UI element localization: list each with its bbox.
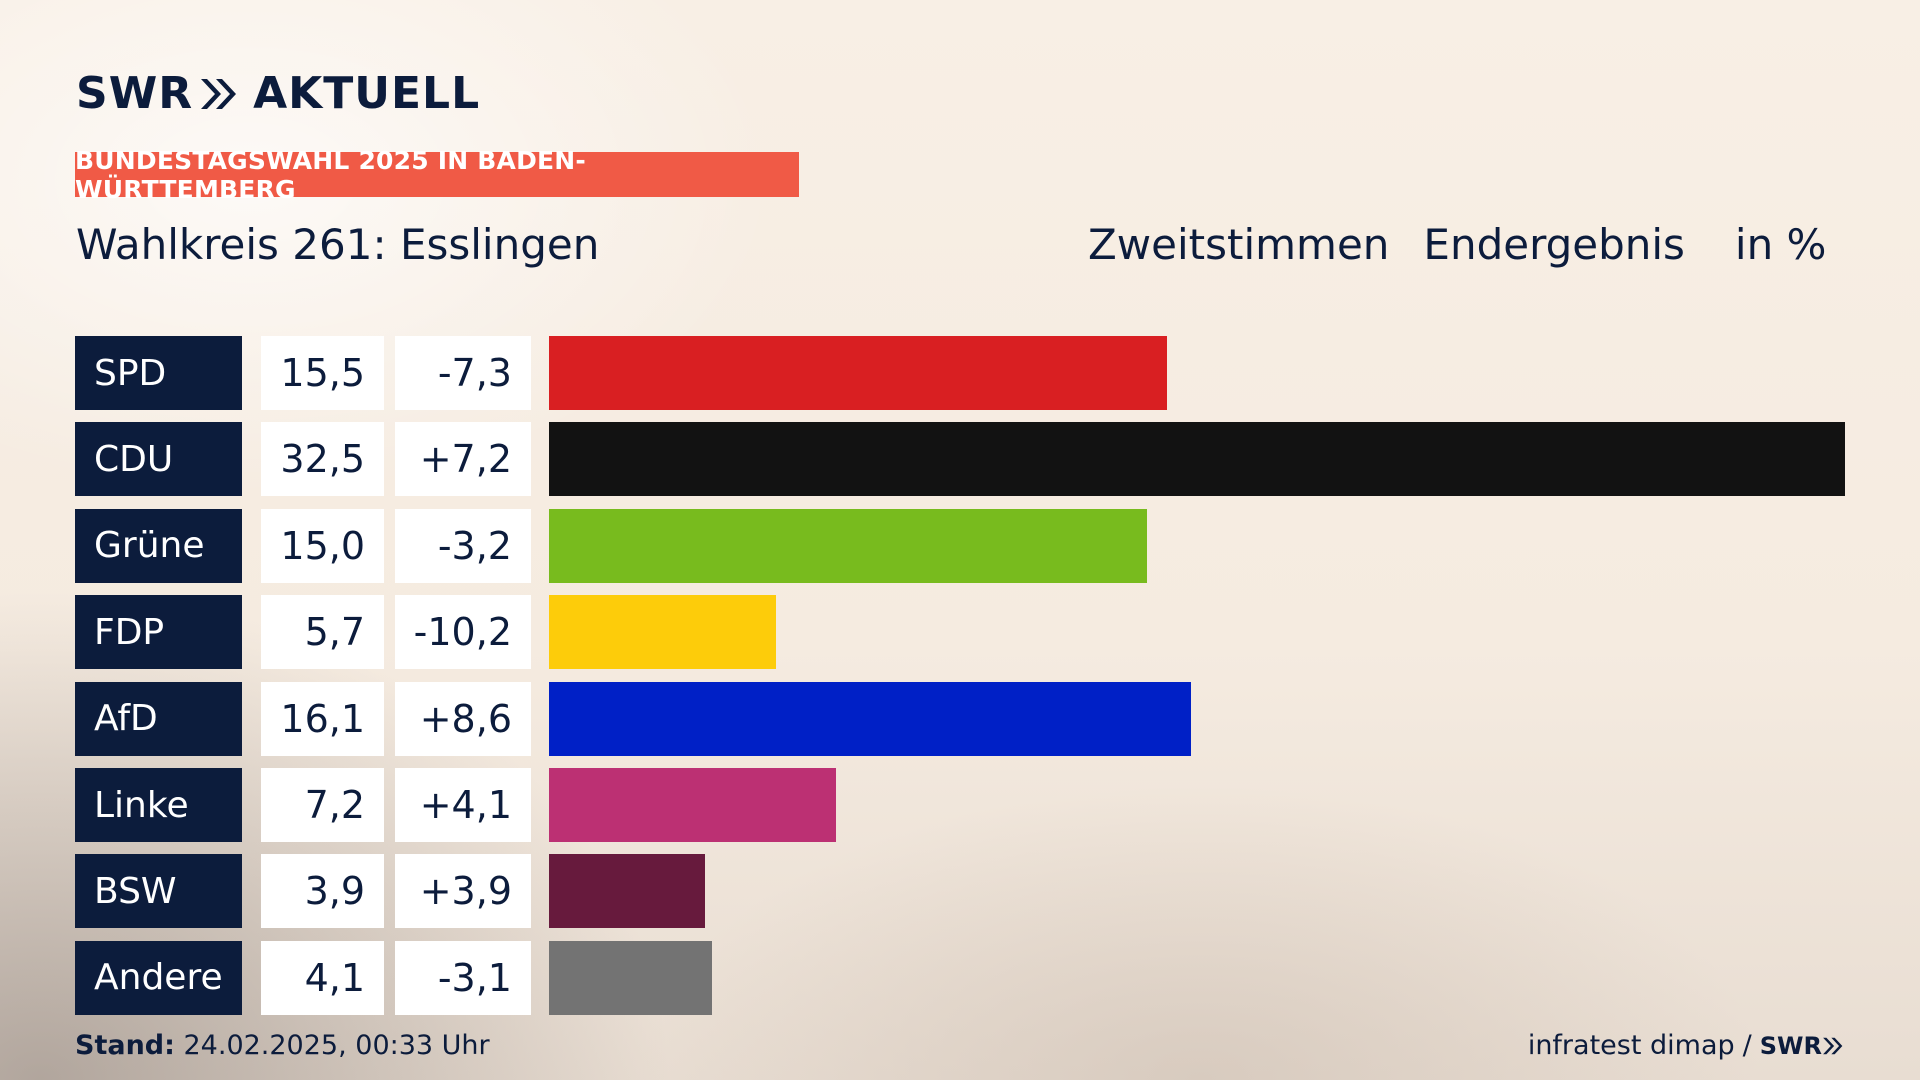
result-bar [549,768,836,842]
source-credit: infratest dimap / SWR [1528,1030,1844,1061]
election-banner: BUNDESTAGSWAHL 2025 IN BADEN-WÜRTTEMBERG [75,146,799,204]
swr-aktuell-logo: SWR AKTUELL [76,68,480,119]
result-status-label: Endergebnis [1423,220,1685,269]
vote-share-value: 3,9 [261,854,384,929]
vote-type-label: Zweitstimmen [1088,220,1390,269]
change-value: -3,2 [395,508,531,583]
vote-share-value: 15,5 [261,336,384,410]
result-bar [549,422,1845,497]
party-label: SPD [75,336,242,410]
change-value: -3,1 [395,940,531,1015]
change-value: +7,2 [395,422,531,497]
party-label: AfD [75,681,242,756]
logo-swr-text: SWR [76,68,194,119]
result-bar [549,940,712,1015]
result-bar [549,681,1191,756]
result-bar [549,336,1167,410]
change-value: +4,1 [395,768,531,842]
result-bar [549,854,705,929]
double-chevron-icon [1823,1037,1843,1054]
party-label: CDU [75,422,242,497]
change-value: -10,2 [395,595,531,670]
vote-share-value: 16,1 [261,681,384,756]
unit-label: in % [1734,220,1827,269]
logo-aktuell-text: AKTUELL [253,68,481,119]
vote-share-value: 5,7 [261,595,384,670]
result-bar [549,508,1147,583]
double-chevron-icon [201,78,237,109]
vote-share-value: 15,0 [261,508,384,583]
change-value: +8,6 [395,681,531,756]
change-value: +3,9 [395,854,531,929]
vote-share-value: 4,1 [261,940,384,1015]
vote-share-value: 32,5 [261,422,384,497]
party-label: BSW [75,854,242,929]
source-logo-text: SWR [1759,1031,1822,1060]
party-label: Andere [75,940,242,1015]
stand-value: 24.02.2025, 00:33 Uhr [174,1030,490,1061]
vote-share-value: 7,2 [261,768,384,842]
change-value: -7,3 [395,336,531,410]
source-separator: / [1742,1030,1752,1061]
party-label: Grüne [75,508,242,583]
result-bar [549,595,776,670]
result-type-header: Zweitstimmen Endergebnis in % [1088,220,1826,269]
timestamp: Stand: 24.02.2025, 00:33 Uhr [75,1030,490,1061]
source-label: infratest dimap [1527,1030,1735,1061]
party-label: Linke [75,768,242,842]
party-label: FDP [75,595,242,670]
district-title: Wahlkreis 261: Esslingen [76,220,600,269]
stand-label: Stand: [75,1030,175,1061]
